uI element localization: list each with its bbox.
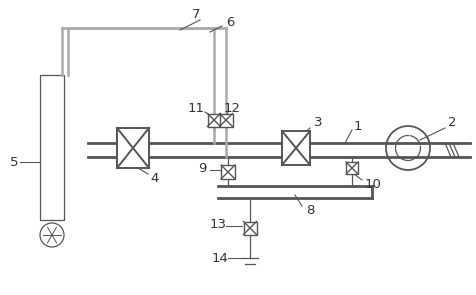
Text: 4: 4 [151,171,159,184]
Bar [40,75,64,220]
Text: 8: 8 [306,204,314,217]
Text: 13: 13 [209,217,227,230]
Text: 11: 11 [188,101,205,114]
Bar [221,165,235,179]
Bar [244,222,257,235]
Text: 12: 12 [224,101,240,114]
Text: 14: 14 [211,252,228,265]
Text: 9: 9 [198,161,206,175]
Bar [117,128,149,168]
Text: 10: 10 [365,178,381,191]
Bar [208,114,220,127]
Text: 3: 3 [314,116,322,129]
Bar [346,162,358,174]
Text: 1: 1 [354,119,362,132]
Text: 6: 6 [226,16,234,29]
Bar [282,131,310,165]
Text: 2: 2 [448,116,456,129]
Bar [219,114,232,127]
Text: 5: 5 [10,155,18,168]
Text: 7: 7 [192,9,200,22]
